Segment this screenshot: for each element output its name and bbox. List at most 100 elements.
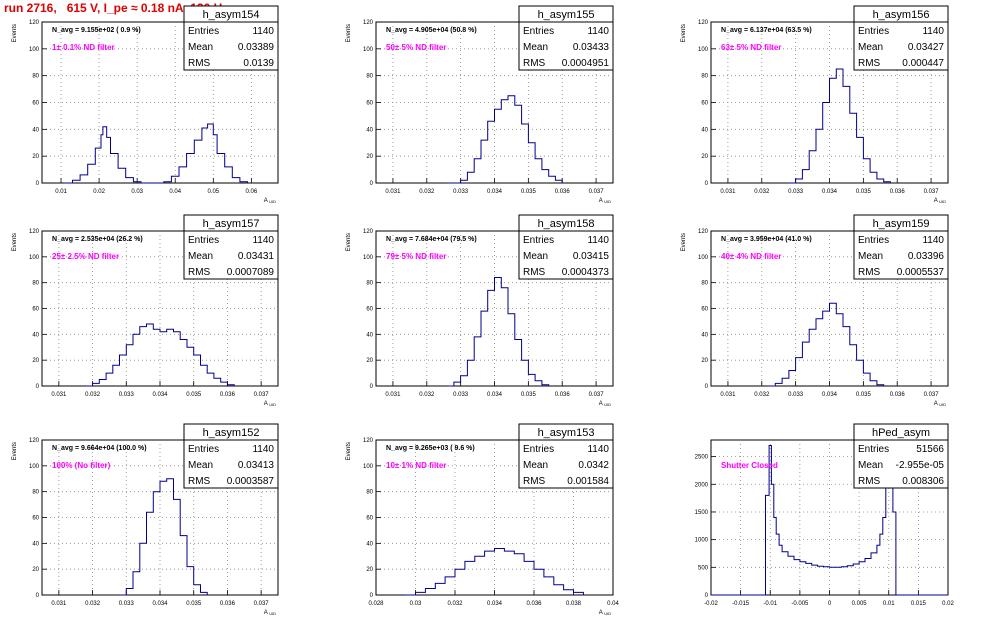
- stats-value: 0.03431: [238, 251, 275, 262]
- y-tick-label: 20: [366, 358, 373, 364]
- y-tick-label: 1500: [695, 510, 709, 516]
- stats-box: [183, 230, 279, 280]
- histogram-curve: [447, 95, 563, 184]
- y-tick-label: 100: [698, 47, 709, 53]
- navg-label: N_avg = 9.155e+02 ( 0.9 %): [52, 27, 141, 34]
- stats-value: 1140: [252, 235, 274, 246]
- x-tick-label: 0.032: [85, 392, 101, 398]
- y-tick-label: 40: [32, 332, 39, 338]
- x-tick-label: 0.031: [51, 392, 67, 398]
- x-tick-label: 0.035: [521, 392, 537, 398]
- panel-h_asym156: 0.031 0.032 0.033 0.034 0.035 0.036 0.037 0 20 40…: [681, 5, 949, 204]
- y-tick-label: 60: [701, 101, 708, 107]
- x-tick-label: 0.032: [754, 189, 770, 195]
- stats-label: Mean: [188, 460, 213, 471]
- stats-value: 51566: [916, 444, 944, 455]
- stats-value: 0.0342: [578, 460, 609, 471]
- x-axis-title: A UID: [599, 610, 611, 616]
- stats-label: Entries: [523, 26, 554, 37]
- y-tick-label: 60: [32, 307, 39, 313]
- x-tick-label: 0.03: [410, 601, 422, 607]
- stats-label: Mean: [858, 42, 883, 53]
- histogram-curve: [64, 123, 248, 184]
- stats-value: 0.0004373: [562, 267, 610, 278]
- stats-label: RMS: [523, 476, 546, 487]
- x-tick-label: 0.037: [924, 189, 940, 195]
- x-tick-label: 0.036: [555, 189, 571, 195]
- stats-value: 0.03396: [908, 251, 945, 262]
- stats-value: 0.0004951: [562, 58, 610, 69]
- x-tick-label: 0.034: [822, 189, 838, 195]
- x-tick-label: 0.035: [856, 392, 872, 398]
- navg-label: N_avg = 9.664e+04 (100.0 %): [52, 445, 147, 452]
- stats-label: RMS: [858, 476, 881, 487]
- y-tick-label: 60: [366, 516, 373, 522]
- x-tick-label: 0.035: [186, 601, 202, 607]
- stats-label: RMS: [523, 58, 546, 69]
- y-tick-label: 0: [705, 384, 709, 390]
- stats-value: 1140: [587, 235, 609, 246]
- y-axis-title: Events: [346, 24, 352, 42]
- navg-label: N_avg = 2.535e+04 (26.2 %): [52, 236, 143, 243]
- y-tick-label: 2500: [695, 455, 709, 461]
- stats-value: 0.0007089: [227, 267, 275, 278]
- x-tick-label: 0.036: [220, 392, 236, 398]
- stats-name: h_asym159: [873, 218, 930, 230]
- navg-label: N_avg = 3.959e+04 (41.0 %): [721, 236, 812, 243]
- panel-h_asym158: 0.031 0.032 0.033 0.034 0.035 0.036 0.037 0 20 40…: [346, 214, 614, 407]
- filter-label: Shutter Closed: [721, 461, 778, 470]
- x-tick-label: 0.06: [246, 189, 258, 195]
- x-axis-title: A UID: [264, 198, 276, 204]
- x-axis-title: A UID: [264, 610, 276, 616]
- stats-value: 1140: [587, 444, 609, 455]
- stats-label: Mean: [858, 460, 883, 471]
- x-tick-label: 0.033: [119, 601, 135, 607]
- x-tick-label: 0.038: [566, 601, 582, 607]
- navg-label: N_avg = 4.905e+04 (50.8 %): [386, 27, 477, 34]
- y-tick-label: 120: [698, 229, 709, 235]
- histogram-curve: [85, 323, 235, 387]
- y-axis-title: Events: [681, 24, 687, 42]
- y-tick-label: 120: [29, 20, 40, 26]
- stats-value: 1140: [922, 235, 944, 246]
- x-tick-label: 0.02: [93, 189, 105, 195]
- y-tick-label: 60: [701, 307, 708, 313]
- stats-name: h_asym156: [873, 9, 930, 21]
- x-tick-label: 0.02: [942, 601, 954, 607]
- y-tick-label: 120: [29, 229, 40, 235]
- x-tick-label: -0.015: [732, 601, 750, 607]
- stats-value: 1140: [587, 26, 609, 37]
- y-tick-label: 80: [32, 490, 39, 496]
- histogram-curve: [711, 445, 948, 596]
- x-tick-label: 0.034: [487, 189, 503, 195]
- x-tick-label: 0.034: [487, 601, 503, 607]
- stats-label: RMS: [523, 267, 546, 278]
- y-tick-label: 80: [366, 490, 373, 496]
- y-tick-label: 100: [363, 47, 374, 53]
- y-tick-label: 100: [363, 464, 374, 470]
- y-tick-label: 20: [366, 567, 373, 573]
- x-tick-label: 0.03: [131, 189, 143, 195]
- x-tick-label: 0.036: [890, 392, 906, 398]
- y-tick-label: 100: [29, 47, 40, 53]
- stats-value: 1140: [922, 26, 944, 37]
- stats-box: [183, 439, 279, 489]
- y-tick-label: 40: [32, 127, 39, 133]
- stats-box: [518, 439, 614, 489]
- panel-h_asym153: 0.028 0.03 0.032 0.034 0.036 0.038 0.04 0 20 40 60…: [346, 423, 619, 616]
- x-tick-label: 0.034: [152, 601, 168, 607]
- y-tick-label: 0: [36, 384, 40, 390]
- stats-label: Entries: [188, 235, 219, 246]
- x-tick-label: 0.033: [453, 189, 469, 195]
- x-tick-label: 0.015: [911, 601, 927, 607]
- y-tick-label: 100: [29, 255, 40, 261]
- stats-label: Mean: [858, 251, 883, 262]
- y-axis-title: Events: [346, 233, 352, 251]
- stats-value: 0.03389: [238, 42, 275, 53]
- x-tick-label: 0.037: [589, 189, 605, 195]
- stats-value: -2.955e-05: [896, 460, 945, 471]
- stats-value: 0.008306: [902, 476, 944, 487]
- y-tick-label: 40: [366, 332, 373, 338]
- stats-label: Entries: [188, 444, 219, 455]
- stats-value: 1140: [252, 26, 274, 37]
